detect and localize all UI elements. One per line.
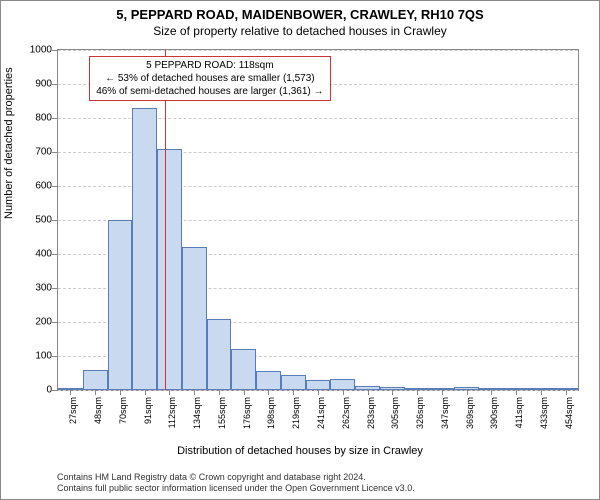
y-tick-label: 300 (12, 283, 52, 294)
histogram-bar (207, 319, 232, 390)
plot-area: 0100200300400500600700800900100027sqm48s… (57, 49, 579, 391)
histogram-bar (231, 349, 256, 390)
x-tick (268, 390, 269, 395)
x-tick-label: 112sqm (167, 397, 177, 447)
footer-text: Contains HM Land Registry data © Crown c… (57, 472, 415, 495)
y-tick (52, 186, 58, 187)
histogram-bar (256, 371, 281, 390)
y-tick-label: 100 (12, 351, 52, 362)
x-tick (145, 390, 146, 395)
x-tick (194, 390, 195, 395)
x-tick-label: 326sqm (415, 397, 425, 447)
x-tick-label: 433sqm (539, 397, 549, 447)
chart-title: 5, PEPPARD ROAD, MAIDENBOWER, CRAWLEY, R… (1, 7, 599, 22)
x-tick (491, 390, 492, 395)
x-tick (566, 390, 567, 395)
y-tick-label: 900 (12, 79, 52, 90)
x-tick (442, 390, 443, 395)
x-tick-label: 347sqm (440, 397, 450, 447)
y-tick (52, 322, 58, 323)
x-tick-label: 411sqm (514, 397, 524, 447)
x-tick-label: 369sqm (465, 397, 475, 447)
y-tick-label: 600 (12, 181, 52, 192)
y-tick-label: 800 (12, 113, 52, 124)
y-axis-label: Number of detached properties (3, 67, 15, 219)
y-tick (52, 390, 58, 391)
y-tick-label: 500 (12, 215, 52, 226)
annotation-box: 5 PEPPARD ROAD: 118sqm← 53% of detached … (89, 56, 330, 101)
x-tick (516, 390, 517, 395)
x-tick-label: 155sqm (217, 397, 227, 447)
y-tick (52, 356, 58, 357)
annotation-line: ← 53% of detached houses are smaller (1,… (96, 72, 323, 85)
histogram-bar (83, 370, 108, 390)
marker-line (165, 50, 166, 390)
y-tick-label: 200 (12, 317, 52, 328)
y-tick (52, 152, 58, 153)
x-tick-label: 91sqm (143, 397, 153, 447)
x-tick-label: 27sqm (68, 397, 78, 447)
x-tick (244, 390, 245, 395)
histogram-bar (330, 379, 355, 390)
gridline (58, 50, 578, 51)
x-tick (368, 390, 369, 395)
y-tick (52, 220, 58, 221)
histogram-bar (108, 220, 133, 390)
chart-container: 5, PEPPARD ROAD, MAIDENBOWER, CRAWLEY, R… (0, 0, 600, 500)
x-tick (293, 390, 294, 395)
x-tick-label: 134sqm (192, 397, 202, 447)
histogram-bar (182, 247, 207, 390)
histogram-bar (132, 108, 157, 390)
x-tick-label: 198sqm (266, 397, 276, 447)
x-tick (392, 390, 393, 395)
footer-line2: Contains full public sector information … (57, 483, 415, 495)
x-tick-label: 454sqm (564, 397, 574, 447)
x-tick-label: 48sqm (93, 397, 103, 447)
x-tick-label: 390sqm (489, 397, 499, 447)
x-axis-label: Distribution of detached houses by size … (1, 445, 599, 457)
x-tick (70, 390, 71, 395)
x-tick (541, 390, 542, 395)
y-tick (52, 254, 58, 255)
chart-subtitle: Size of property relative to detached ho… (1, 24, 599, 38)
y-tick-label: 400 (12, 249, 52, 260)
y-tick (52, 288, 58, 289)
x-tick-label: 176sqm (242, 397, 252, 447)
y-tick (52, 118, 58, 119)
x-tick (120, 390, 121, 395)
x-tick-label: 283sqm (366, 397, 376, 447)
y-tick-label: 700 (12, 147, 52, 158)
x-tick-label: 241sqm (316, 397, 326, 447)
histogram-bar (306, 380, 331, 390)
footer-line1: Contains HM Land Registry data © Crown c… (57, 472, 415, 484)
histogram-bar (157, 149, 182, 390)
x-tick (467, 390, 468, 395)
x-tick-label: 219sqm (291, 397, 301, 447)
x-tick (219, 390, 220, 395)
y-tick (52, 50, 58, 51)
y-tick-label: 0 (12, 385, 52, 396)
x-tick (169, 390, 170, 395)
x-tick-label: 70sqm (118, 397, 128, 447)
x-tick (95, 390, 96, 395)
x-tick (343, 390, 344, 395)
x-tick (318, 390, 319, 395)
y-tick-label: 1000 (12, 45, 52, 56)
annotation-line: 46% of semi-detached houses are larger (… (96, 85, 323, 98)
x-tick-label: 262sqm (341, 397, 351, 447)
x-tick-label: 305sqm (390, 397, 400, 447)
x-tick (417, 390, 418, 395)
histogram-bar (281, 375, 306, 390)
annotation-line: 5 PEPPARD ROAD: 118sqm (96, 59, 323, 72)
y-tick (52, 84, 58, 85)
